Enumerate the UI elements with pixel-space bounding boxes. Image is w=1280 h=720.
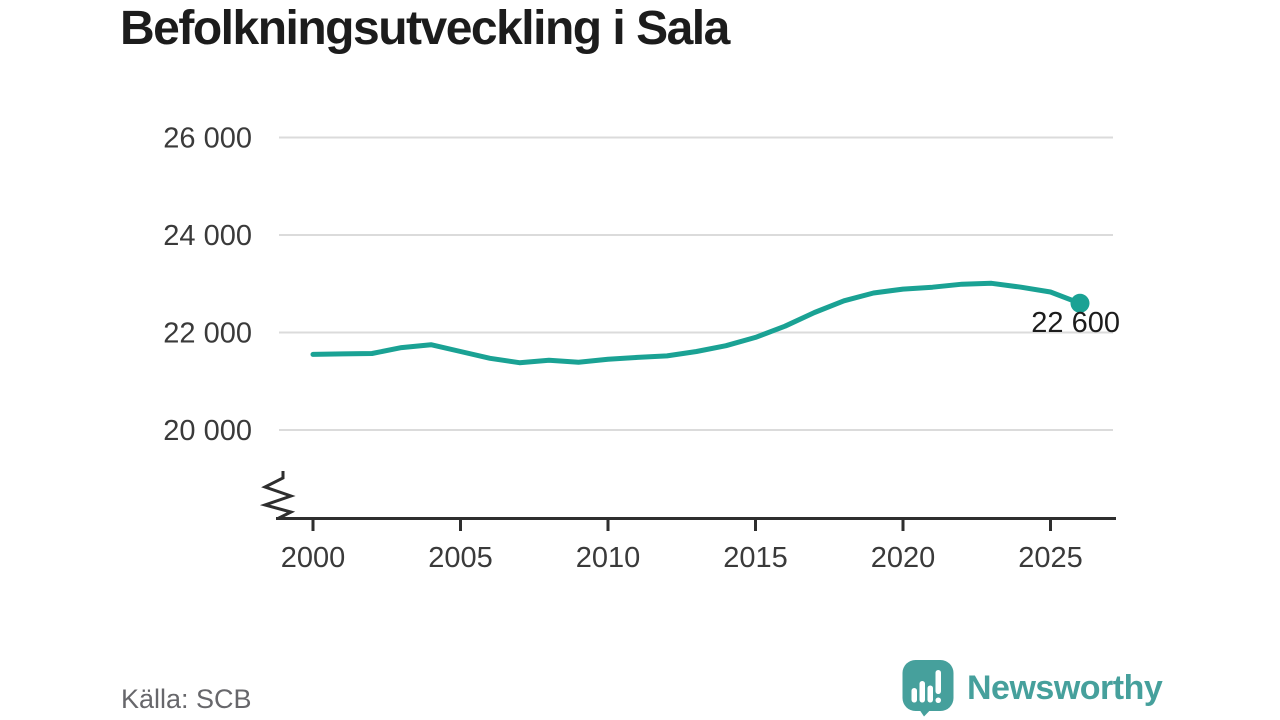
newsworthy-logo-icon: [902, 660, 954, 717]
source-label: Källa: SCB: [121, 684, 252, 714]
x-tick-label: 2005: [428, 542, 493, 574]
logo-bar-3: [927, 685, 933, 703]
chart-title: Befolkningsutveckling i Sala: [120, 2, 730, 55]
endpoint-dot: [1070, 293, 1090, 313]
logo-exclamation-dot: [935, 697, 941, 703]
y-tick-label: 22 000: [163, 318, 252, 350]
endpoint-value-label: 22 600: [1031, 307, 1120, 339]
logo-bar-1: [911, 688, 917, 703]
logo-bar-2: [919, 681, 925, 703]
y-tick-label: 26 000: [163, 123, 252, 155]
logo-bubble-tail: [915, 703, 937, 717]
y-tick-label: 24 000: [163, 220, 252, 252]
newsworthy-brand: Newsworthy: [901, 659, 1163, 718]
newsworthy-wordmark: Newsworthy: [967, 669, 1163, 707]
logo-exclamation-bar: [935, 670, 941, 694]
y-tick-label: 20 000: [163, 415, 252, 447]
x-tick-label: 2025: [1018, 542, 1083, 574]
axis-break-zigzag: [259, 471, 296, 520]
x-tick-label: 2010: [576, 542, 641, 574]
x-tick-label: 2020: [871, 542, 936, 574]
x-tick-label: 2015: [723, 542, 788, 574]
population-line: [310, 280, 1083, 366]
x-tick-label: 2000: [281, 542, 346, 574]
